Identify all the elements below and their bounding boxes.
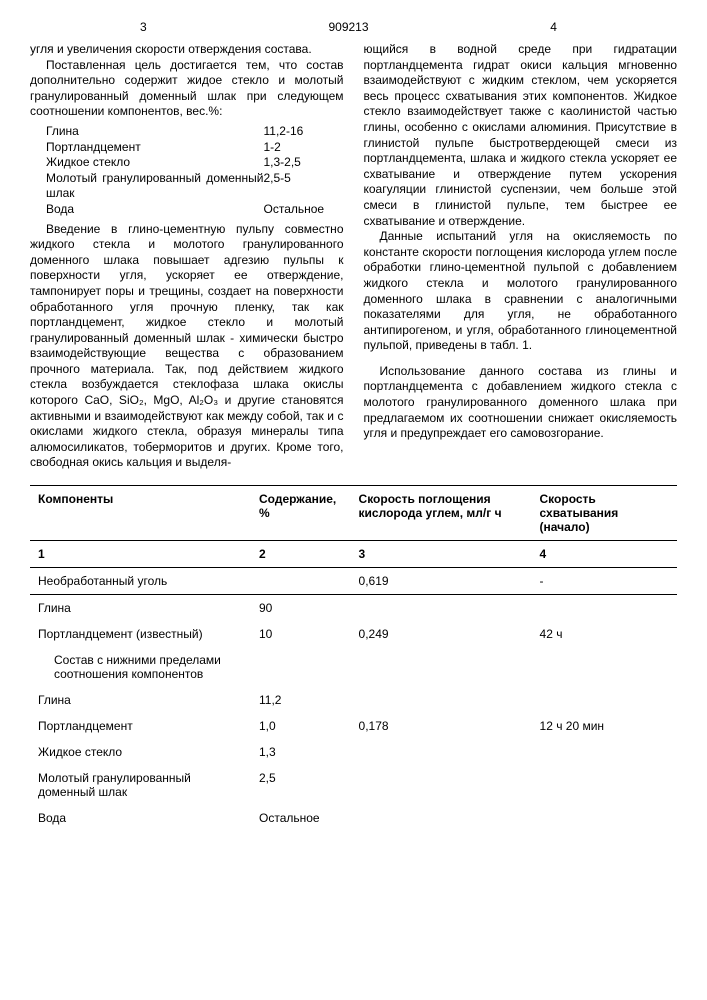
component-label: Жидкое стекло xyxy=(46,155,264,171)
table-row: Жидкое стекло1,3 xyxy=(30,739,677,765)
para: ющийся в водной среде при гидратации пор… xyxy=(364,42,678,229)
table-cell: Необработанный уголь xyxy=(30,568,251,595)
table-cell: Глина xyxy=(30,595,251,622)
table-cell: Портландцемент (известный) xyxy=(30,621,251,647)
table-cell xyxy=(351,647,532,687)
component-value: 2,5-5 xyxy=(264,171,344,202)
component-row: Жидкое стекло1,3-2,5 xyxy=(46,155,344,171)
doc-number: 909213 xyxy=(328,20,368,34)
col-header: Содержание, % xyxy=(251,486,351,541)
para: Использование данного состава из глины и… xyxy=(364,364,678,442)
component-value: Остальное xyxy=(264,202,344,218)
component-value: 1-2 xyxy=(264,140,344,156)
right-column: ющийся в водной среде при гидратации пор… xyxy=(364,42,678,471)
table-cell: 0,178 xyxy=(351,713,532,739)
data-table: Компоненты Содержание, % Скорость поглощ… xyxy=(30,485,677,831)
col-header: Скорость поглощения кислорода углем, мл/… xyxy=(351,486,532,541)
component-row: ВодаОстальное xyxy=(46,202,344,218)
table-cell: Жидкое стекло xyxy=(30,739,251,765)
col-num: 1 xyxy=(30,541,251,568)
table-cell xyxy=(251,568,351,595)
component-row: Портландцемент1-2 xyxy=(46,140,344,156)
table-cell: 0,249 xyxy=(351,621,532,647)
table-cell xyxy=(351,765,532,805)
table-cell xyxy=(351,805,532,831)
left-column: угля и увеличения скорости отверждения с… xyxy=(30,42,344,471)
table-cell: Молотый гранулированный доменный шлак xyxy=(30,765,251,805)
table-row: Молотый гранулированный доменный шлак2,5 xyxy=(30,765,677,805)
table-cell xyxy=(251,647,351,687)
table-cell: 0,619 xyxy=(351,568,532,595)
col-num: 4 xyxy=(532,541,677,568)
table-cell xyxy=(532,805,677,831)
table-cell: Остальное xyxy=(251,805,351,831)
table-cell: 1,0 xyxy=(251,713,351,739)
table-cell xyxy=(532,647,677,687)
col-header: Компоненты xyxy=(30,486,251,541)
table-cell xyxy=(532,765,677,805)
col-num: 3 xyxy=(351,541,532,568)
table-cell: - xyxy=(532,568,677,595)
component-row: Молотый гранулированный доменный шлак2,5… xyxy=(46,171,344,202)
table-cell: 12 ч 20 мин xyxy=(532,713,677,739)
table-row: ВодаОстальное xyxy=(30,805,677,831)
table-cell xyxy=(532,595,677,622)
table-cell: 10 xyxy=(251,621,351,647)
table-cell xyxy=(351,687,532,713)
table-colnum-row: 1 2 3 4 xyxy=(30,541,677,568)
table-cell: 42 ч xyxy=(532,621,677,647)
component-list: Глина11,2-16Портландцемент1-2Жидкое стек… xyxy=(46,124,344,218)
para: Данные испытаний угля на окисляемость по… xyxy=(364,229,678,354)
table-cell: Состав с нижними пределами соотношения к… xyxy=(30,647,251,687)
page-right: 4 xyxy=(550,20,557,34)
table-cell xyxy=(351,595,532,622)
component-label: Молотый гранулированный доменный шлак xyxy=(46,171,264,202)
table-cell: Глина xyxy=(30,687,251,713)
para: угля и увеличения скорости отверждения с… xyxy=(30,42,344,58)
table-row: Состав с нижними пределами соотношения к… xyxy=(30,647,677,687)
component-value: 11,2-16 xyxy=(264,124,344,140)
body-columns: угля и увеличения скорости отверждения с… xyxy=(30,42,677,471)
page-left: 3 xyxy=(140,20,147,34)
table-cell: 90 xyxy=(251,595,351,622)
table-row: Глина90 xyxy=(30,595,677,622)
table-body: Необработанный уголь0,619-Глина90Портлан… xyxy=(30,568,677,832)
table-cell xyxy=(532,739,677,765)
table-cell xyxy=(351,739,532,765)
para: Введение в глино-цементную пульпу совмес… xyxy=(30,222,344,472)
page-header: 3 909213 4 xyxy=(30,20,677,34)
component-value: 1,3-2,5 xyxy=(264,155,344,171)
component-label: Портландцемент xyxy=(46,140,264,156)
table-row: Портландцемент (известный)100,24942 ч xyxy=(30,621,677,647)
table-row: Портландцемент1,00,17812 ч 20 мин xyxy=(30,713,677,739)
table-cell: 2,5 xyxy=(251,765,351,805)
table-cell: Вода xyxy=(30,805,251,831)
component-row: Глина11,2-16 xyxy=(46,124,344,140)
table-cell xyxy=(532,687,677,713)
col-num: 2 xyxy=(251,541,351,568)
table-row: Необработанный уголь 0,619- xyxy=(30,568,677,595)
table-cell: 11,2 xyxy=(251,687,351,713)
table-cell: Портландцемент xyxy=(30,713,251,739)
col-header: Скорость схватывания (начало) xyxy=(532,486,677,541)
table-cell: 1,3 xyxy=(251,739,351,765)
table-header-row: Компоненты Содержание, % Скорость поглощ… xyxy=(30,486,677,541)
para: Поставленная цель достигается тем, что с… xyxy=(30,58,344,120)
component-label: Вода xyxy=(46,202,264,218)
table-row: Глина11,2 xyxy=(30,687,677,713)
component-label: Глина xyxy=(46,124,264,140)
